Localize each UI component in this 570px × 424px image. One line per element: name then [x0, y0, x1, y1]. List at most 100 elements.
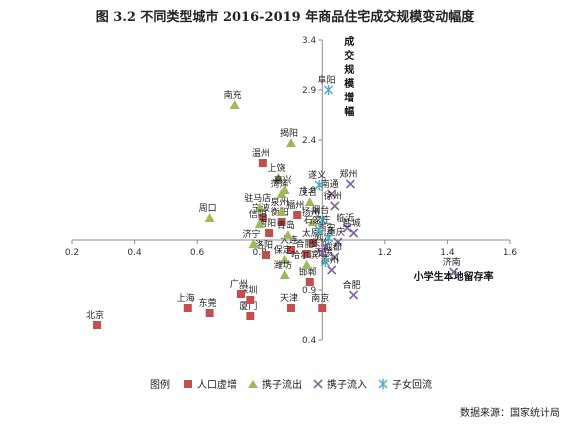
point-label: 泉州	[271, 196, 289, 208]
point-label: 烟台	[311, 204, 329, 216]
point-label: 石家庄	[304, 214, 331, 226]
y-tick-label: 0.9	[302, 286, 317, 296]
y-tick-label: 2.4	[302, 136, 317, 146]
x-tick-label: 0.4	[127, 248, 142, 258]
point-南阳	[265, 229, 274, 237]
point-大连	[287, 246, 295, 254]
point-label: 驻马店	[244, 192, 271, 204]
legend-label: 图例	[150, 380, 170, 391]
point-南京	[318, 304, 327, 312]
point-揭阳	[286, 138, 296, 147]
point-信阳	[254, 219, 265, 228]
point-济南	[449, 267, 459, 277]
y-tick-label: 3.4	[302, 36, 317, 46]
x-tick-label: 1.6	[503, 248, 518, 258]
point-label: 上饶	[267, 162, 285, 174]
point-label: 徐州	[324, 190, 342, 202]
point-南通	[327, 189, 337, 199]
point-label: 天津	[280, 293, 298, 304]
legend-item-3: 子女回流	[377, 376, 432, 391]
point-临沂	[342, 223, 352, 233]
point-label: 潍坊	[274, 259, 292, 271]
legend-text-0: 人口虚增	[197, 380, 237, 391]
point-label: 济南	[443, 256, 461, 268]
x-axis-title: 小学生本地留存率	[413, 270, 494, 283]
point-label: 广州	[230, 278, 248, 290]
x-tick-label: 1.2	[378, 248, 392, 258]
x-tick-label: 1.4	[440, 248, 455, 258]
point-苏州	[327, 265, 337, 275]
point-宁波	[258, 214, 267, 222]
point-label: 哈尔滨	[291, 249, 318, 261]
point-阜阳	[324, 85, 334, 95]
point-label: 郑州	[339, 168, 357, 180]
point-label: 临沂	[336, 212, 354, 224]
y-tick-label: 0.4	[302, 336, 317, 346]
point-遂义	[314, 180, 324, 190]
point-烟台	[317, 215, 327, 225]
point-label: 周口	[199, 203, 217, 214]
point-武汉	[320, 242, 330, 252]
x-tick-label: 0.2	[65, 248, 79, 258]
point-东莞	[205, 309, 214, 317]
point-label: 茂名	[299, 186, 317, 198]
point-label: 揭阳	[280, 127, 298, 139]
point-福州	[293, 211, 302, 219]
point-天津	[287, 304, 295, 312]
point-label: 济宁	[242, 228, 260, 240]
point-label: 信阳	[249, 208, 267, 220]
legend-item-2: 携子流入	[312, 376, 367, 391]
legend-triangle-icon	[248, 379, 258, 388]
legend-x-icon	[313, 378, 323, 389]
point-label: 南通	[321, 178, 339, 190]
point-潍坊	[279, 270, 290, 279]
point-郑州	[345, 179, 356, 189]
point-合肥	[349, 290, 359, 300]
point-label: 上海	[177, 292, 195, 304]
point-广州	[236, 290, 245, 298]
y-tick-label: 2.9	[302, 86, 317, 96]
point-保定	[279, 255, 290, 264]
point-label: 深圳	[239, 285, 257, 296]
y-tick-label: 1.9	[302, 186, 317, 196]
point-厦门	[246, 312, 255, 320]
point-label: 合肥	[343, 279, 361, 291]
point-深圳	[246, 296, 255, 304]
legend-square-icon	[184, 379, 192, 388]
point-label: 保定	[274, 244, 292, 256]
point-合肥	[302, 250, 311, 258]
point-成都	[330, 252, 340, 262]
point-邯郸	[305, 278, 314, 286]
point-label: 菏泽	[271, 179, 289, 190]
point-泉州	[276, 207, 287, 216]
point-label: 南充	[224, 89, 242, 101]
point-扬州	[307, 217, 318, 226]
legend: 图例 人口虚增 携子流出 携子流入 子女回流	[150, 376, 442, 391]
point-西安	[324, 233, 334, 243]
legend-asterisk-icon	[378, 378, 388, 389]
point-盐城	[349, 228, 359, 238]
point-周口	[204, 213, 215, 222]
point-温州	[258, 159, 267, 167]
point-嘉兴	[279, 185, 290, 194]
point-label: 南京	[311, 292, 329, 304]
point-徐州	[330, 201, 340, 211]
point-label: 西安	[318, 222, 336, 234]
point-label: 阜阳	[318, 74, 336, 86]
point-无锡	[320, 257, 330, 267]
point-哈尔滨	[301, 260, 312, 269]
point-label: 福州	[286, 199, 304, 211]
data-source: 数据来源：国家统计局	[460, 408, 560, 419]
point-label: 洛阳	[255, 239, 273, 251]
point-label: 青岛	[277, 219, 295, 231]
point-北京	[93, 321, 102, 329]
point-label: 东莞	[199, 297, 217, 309]
point-label: 温州	[252, 148, 270, 159]
legend-text-3: 子女回流	[392, 380, 432, 391]
point-南充	[229, 100, 240, 109]
point-label: 扬州	[302, 206, 320, 218]
point-太原	[308, 239, 317, 247]
x-tick-label: 0.8	[253, 248, 268, 258]
legend-item-0: 人口虚增	[182, 376, 237, 391]
